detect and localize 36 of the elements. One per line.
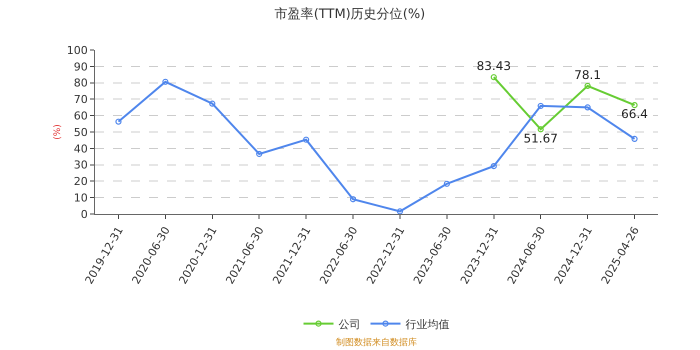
y-tick-label: 90 [74,60,88,74]
data-label: 66.4 [621,107,648,122]
legend-label: 公司 [338,318,360,331]
y-tick-label: 100 [66,44,88,57]
point [115,118,122,125]
y-tick-label: 0 [80,208,88,221]
point [490,163,497,170]
chart-title: 市盈率(TTM)历史分位(%) [274,6,426,22]
point [303,136,310,143]
y-tick-label: 20 [74,175,88,188]
point [396,208,404,214]
legend-label: 行业均值 [406,318,450,331]
point [490,74,497,80]
y-tick-label: 50 [74,126,88,139]
y-axis-title: (%) [53,124,64,140]
y-tick-label: 30 [74,158,88,172]
y-tick-label: 60 [74,109,88,122]
point [538,126,544,132]
data-label: 51.67 [524,131,558,146]
point [350,196,356,202]
data-label: 78.1 [574,68,601,82]
y-tick-label: 70 [74,93,88,106]
point [631,136,638,142]
y-tick-label: 10 [74,191,88,204]
point [584,82,591,90]
point [631,102,638,108]
y-tick-label: 40 [74,142,88,156]
text: 制图数据来自数据库 [336,337,417,348]
point [162,78,168,85]
data-label: 83.43 [476,59,511,74]
point [538,102,544,110]
point [444,180,450,187]
point [209,100,216,107]
point [584,104,591,110]
point [256,150,262,158]
y-tick-label: 80 [74,76,88,90]
